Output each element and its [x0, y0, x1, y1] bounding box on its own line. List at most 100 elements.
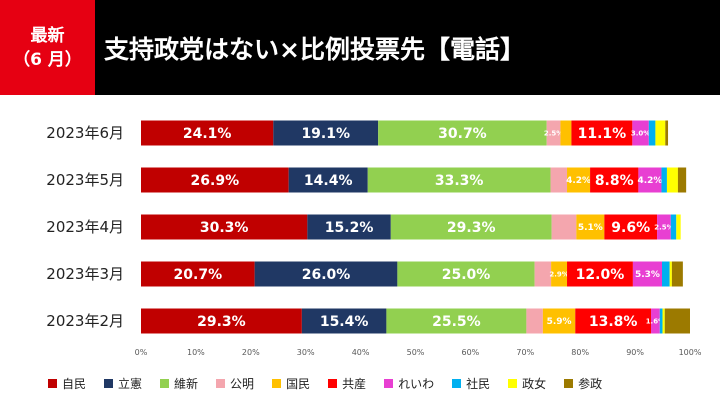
bar-segment: [677, 167, 687, 193]
bar-segment: [141, 308, 302, 334]
legend-swatch: [452, 378, 462, 388]
bar-segment: [670, 214, 677, 240]
x-tick-label: 50%: [407, 348, 425, 357]
data-label: 5.9%: [547, 317, 572, 327]
bar-segment: [378, 120, 547, 146]
bar-segment: [301, 308, 387, 334]
chart-legend: 自民 立憲 維新 公明 国民 共産 れいわ 社民 政女 参政: [48, 374, 620, 392]
bar-segment: [632, 261, 663, 287]
data-label: 30.3%: [200, 220, 249, 236]
bar-segment: [648, 120, 656, 146]
legend-item: れいわ: [384, 375, 434, 392]
legend-label: 参政: [578, 376, 603, 391]
legend-item: 社民: [452, 375, 490, 392]
data-label: 26.9%: [191, 173, 240, 189]
page-title: 支持政党はない×比例投票先【電話】: [104, 34, 525, 64]
bar-segment: [526, 308, 543, 334]
legend-item: 共産: [328, 375, 366, 392]
data-label: 4.2%: [566, 176, 591, 186]
legend-label: 国民: [286, 376, 311, 391]
data-label: 2.9%: [549, 271, 568, 279]
data-label: 4.2%: [637, 176, 662, 186]
legend-swatch: [272, 378, 282, 388]
x-tick-label: 80%: [571, 348, 589, 357]
legend-swatch: [48, 378, 57, 388]
data-label: 2.5%: [654, 224, 673, 232]
legend-item: 自民: [48, 375, 86, 392]
bar-segment: [386, 308, 527, 334]
data-label: 19.1%: [301, 126, 350, 142]
x-tick-label: 20%: [242, 348, 260, 357]
bar-segment: [576, 214, 605, 240]
bar-segment: [542, 308, 576, 334]
legend-label: 立憲: [118, 376, 143, 391]
bar-segment: [657, 214, 671, 240]
bar-segment: [141, 214, 308, 240]
legend-label: 自民: [62, 376, 87, 391]
bar-segment: [307, 214, 391, 240]
data-label: 33.3%: [435, 173, 484, 189]
data-label: 15.2%: [325, 220, 374, 236]
category-label: 2023年4月: [46, 218, 124, 236]
data-label: 9.6%: [611, 220, 650, 236]
x-tick-label: 70%: [516, 348, 534, 357]
latest-badge: 最新 （6 月）: [0, 0, 95, 95]
data-label: 2.5%: [544, 130, 563, 138]
bar-segment: [669, 261, 672, 287]
data-label: 5.1%: [578, 223, 603, 233]
data-label: 8.8%: [595, 173, 634, 189]
bar-segment: [546, 120, 561, 146]
bar-segment: [141, 120, 274, 146]
bar-segment: [397, 261, 535, 287]
legend-item: 維新: [160, 375, 198, 392]
bar-segment: [662, 261, 670, 287]
category-label: 2023年6月: [46, 124, 124, 142]
bar-segment: [567, 167, 591, 193]
bar-segment: [590, 167, 639, 193]
bar-segment: [367, 167, 551, 193]
legend-label: 政女: [522, 376, 547, 391]
data-label: 1.6%: [646, 318, 665, 326]
bar-segment: [254, 261, 398, 287]
bar-segment: [655, 120, 666, 146]
legend-item: 政女: [508, 375, 546, 392]
badge-line-2: （6 月）: [13, 49, 82, 70]
bar-segment: [141, 167, 289, 193]
bar-segment: [534, 261, 552, 287]
data-label: 12.0%: [576, 267, 625, 283]
x-tick-label: 30%: [297, 348, 315, 357]
bar-segment: [666, 167, 678, 193]
category-label: 2023年5月: [46, 171, 124, 189]
bar-segment: [638, 167, 662, 193]
stacked-bar-chart: 0% 10% 20% 30% 40% 50% 60% 70% 80% 90% 100% 2023年6月…: [46, 120, 702, 357]
data-label: 13.8%: [589, 314, 638, 330]
legend-label: 公明: [230, 376, 255, 391]
bar-segment: [550, 167, 568, 193]
x-tick-label: 10%: [187, 348, 205, 357]
category-label: 2023年3月: [46, 265, 124, 283]
bar-segment: [288, 167, 368, 193]
bar-segment: [141, 261, 255, 287]
data-label: 5.3%: [635, 270, 660, 280]
bar-segment: [662, 308, 665, 334]
legend-label: 維新: [174, 376, 199, 391]
legend-swatch: [328, 378, 338, 388]
legend-swatch: [104, 378, 114, 388]
bar-segment: [659, 308, 663, 334]
x-tick-label: 40%: [352, 348, 370, 357]
legend-swatch: [508, 378, 518, 388]
bar-segment: [632, 120, 649, 146]
x-tick-label: 0%: [135, 348, 148, 357]
legend-item: 公明: [216, 375, 254, 392]
data-label: 20.7%: [174, 267, 223, 283]
legend-item: 立憲: [104, 375, 142, 392]
legend-label: 共産: [342, 376, 367, 391]
bar-segment: [676, 214, 681, 240]
data-label: 26.0%: [302, 267, 351, 283]
legend-item: 参政: [564, 375, 602, 392]
x-tick-label: 60%: [462, 348, 480, 357]
data-label: 14.4%: [304, 173, 353, 189]
data-label: 15.4%: [320, 314, 369, 330]
legend-swatch: [216, 378, 226, 388]
legend-label: 社民: [466, 376, 491, 391]
